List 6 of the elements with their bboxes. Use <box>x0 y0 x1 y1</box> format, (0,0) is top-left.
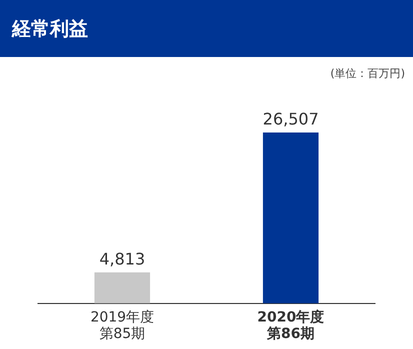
text: (単位：百万円) <box>330 66 405 81</box>
chart-title: 経常利益 <box>12 17 88 42</box>
data-label: 26,507 <box>262 110 319 129</box>
x-tick-label: 2019年度第85期 <box>90 309 154 342</box>
data-label: 4,813 <box>99 250 146 269</box>
x-tick-label: 2020年度第86期 <box>257 308 324 342</box>
